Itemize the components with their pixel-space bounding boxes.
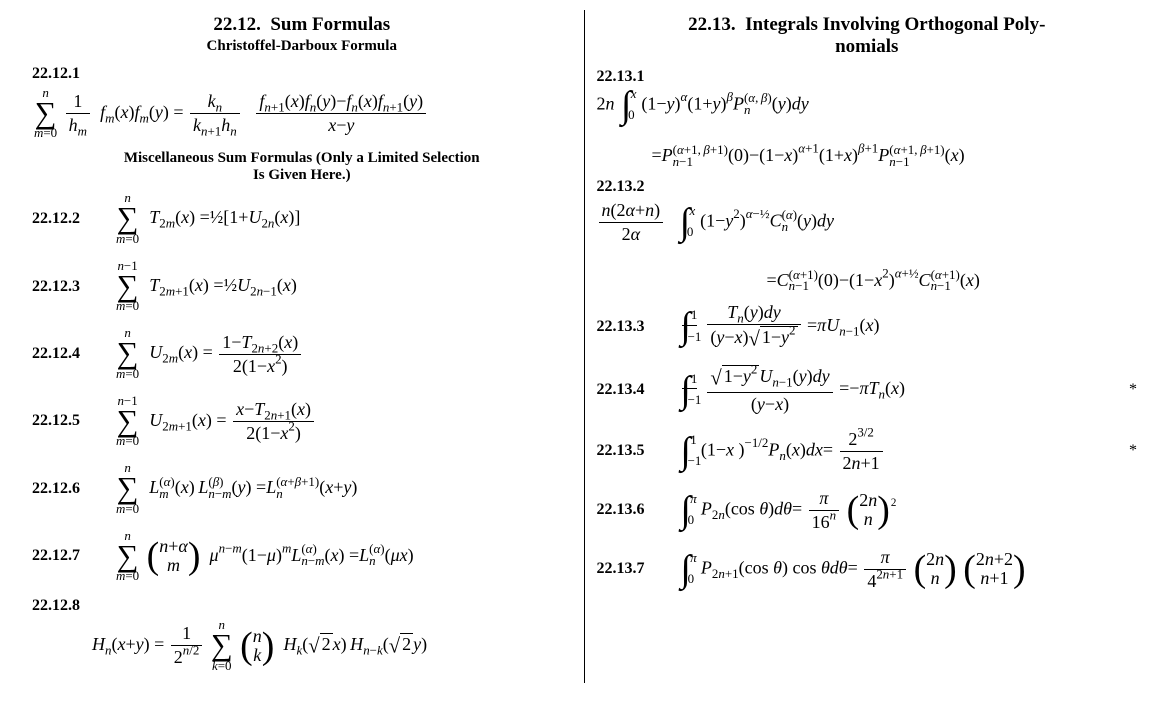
- formula-number: 22.13.2: [597, 178, 1138, 196]
- formula-number: 22.12.8: [32, 597, 572, 615]
- formula-22-12-4: 22.12.4 n∑m=0 U2m(x) = 1−T2n+2(x) 2(1−x2…: [32, 327, 572, 380]
- footnote-star: *: [1129, 442, 1137, 460]
- formula-22-12-8: Hn(x+y) = 12n/2 n∑k=0 (nk) Hk(√2x) Hn−k(…: [32, 619, 572, 672]
- formula-22-13-5: 22.13.5 ∫1−1 (1−x )−1/2Pn(x)dx= 23/22n+1…: [597, 429, 1138, 474]
- formula-22-12-2: 22.12.2 n∑m=0 T2m(x) =½[1+U2n(x)]: [32, 192, 572, 245]
- formula-number: 22.12.3: [32, 278, 114, 296]
- sub-title-left: Christoffel-Darboux Formula: [32, 38, 572, 55]
- formula-22-13-7: 22.13.7 ∫π0 P2n+1(cos θ) cos θdθ= π42n+1…: [597, 547, 1138, 592]
- left-column: 22.12. Sum Formulas Christoffel-Darboux …: [20, 10, 585, 683]
- formula-22-12-7: 22.12.7 n∑m=0 (n+αm) μn−m(1−μ)mL(α)n−m(x…: [32, 530, 572, 583]
- formula-22-13-2: n(2α+n)2α ∫x0 (1−y2)α−½C(α)n(y)dy =C(α+1…: [597, 200, 1138, 292]
- formula-number: 22.13.5: [597, 442, 679, 460]
- right-column: 22.13. Integrals Involving Orthogonal Po…: [585, 10, 1150, 683]
- section-title-left: 22.12. Sum Formulas: [32, 14, 572, 36]
- formula-22-13-4: 22.13.4 ∫1−1 √1−y2Un−1(y)dy (y−x) =−πTn(…: [597, 365, 1138, 414]
- misc-note: Miscellaneous Sum Formulas (Only a Limit…: [32, 150, 572, 184]
- formula-22-12-6: 22.12.6 n∑m=0 L(α)m(x) L(β)n−m(y) =L(α+β…: [32, 462, 572, 515]
- formula-number: 22.12.6: [32, 480, 114, 498]
- formula-number: 22.13.4: [597, 381, 679, 399]
- section-number: 22.13.: [688, 14, 736, 35]
- formula-22-13-6: 22.13.6 ∫π0 P2n(cos θ)dθ= π16n (2nn)2: [597, 488, 1138, 533]
- section-title-right: 22.13. Integrals Involving Orthogonal Po…: [597, 14, 1138, 58]
- footnote-star: *: [1129, 381, 1137, 399]
- section-heading: Sum Formulas: [270, 14, 390, 35]
- formula-22-13-3: 22.13.3 ∫1−1 Tn(y)dy (y−x)√1−y2 =πUn−1(x…: [597, 302, 1138, 351]
- formula-number: 22.12.7: [32, 547, 114, 565]
- section-number: 22.12.: [213, 14, 261, 35]
- formula-number: 22.12.4: [32, 345, 114, 363]
- note-line1: Miscellaneous Sum Formulas (Only a Limit…: [124, 150, 480, 166]
- formula-22-13-1: 2n ∫x0 (1−y)α(1+y)βP(α, β)n(y)dy =P(α+1,…: [597, 90, 1138, 168]
- section-heading-l2: nomials: [835, 36, 898, 57]
- formula-22-12-5: 22.12.5 n−1∑m=0 U2m+1(x) = x−T2n+1(x) 2(…: [32, 395, 572, 448]
- formula-number: 22.12.5: [32, 412, 114, 430]
- formula-22-12-1: n∑m=0 1hm fm(x)fm(y) = knkn+1hn fn+1(x)f…: [32, 87, 572, 140]
- formula-number: 22.13.7: [597, 560, 679, 578]
- formula-number: 22.13.1: [597, 68, 1138, 86]
- formula-22-12-3: 22.12.3 n−1∑m=0 T2m+1(x) =½U2n−1(x): [32, 260, 572, 313]
- note-line2: Is Given Here.): [253, 167, 351, 183]
- section-heading-l1: Integrals Involving Orthogonal Poly-: [745, 14, 1045, 35]
- formula-number: 22.13.3: [597, 318, 679, 336]
- formula-number: 22.13.6: [597, 501, 679, 519]
- formula-number: 22.12.2: [32, 210, 114, 228]
- formula-number: 22.12.1: [32, 65, 572, 83]
